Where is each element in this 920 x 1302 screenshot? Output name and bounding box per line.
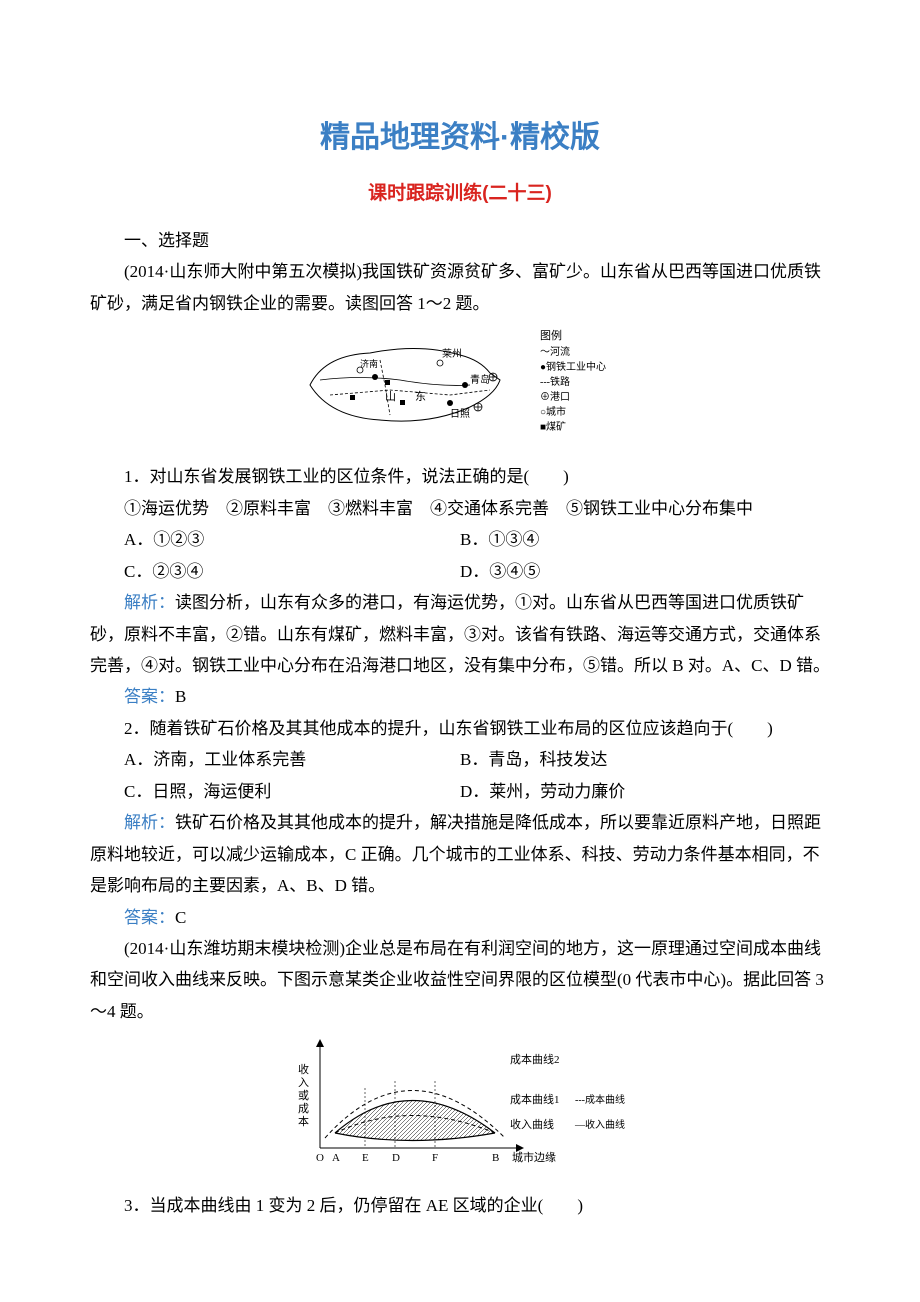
map-label-dong: 东 <box>415 390 426 403</box>
q3-stem: 3．当成本曲线由 1 变为 2 后，仍停留在 AE 区域的企业( ) <box>90 1190 830 1221</box>
map-label-laizhou: 莱州 <box>442 348 462 360</box>
xtick-A: A <box>332 1152 340 1164</box>
x-axis-label: 城市边缘 <box>512 1150 556 1164</box>
q1-analysis: 解析：读图分析，山东有众多的港口，有海运优势，①对。山东省从巴西等国进口优质铁矿… <box>90 587 830 681</box>
analysis-text: 铁矿石价格及其其他成本的提升，解决措施是降低成本，所以要靠近原料产地，日照距原料… <box>90 813 821 895</box>
q1-opt-b: B．①③④ <box>460 524 830 555</box>
q1-stem: 1．对山东省发展钢铁工业的区位条件，说法正确的是( ) <box>90 461 830 492</box>
q2-opt-d: D．莱州，劳动力廉价 <box>460 776 830 807</box>
q1-opts-row2: C．②③④ D．③④⑤ <box>90 556 830 587</box>
y-label-1: 收 <box>298 1062 309 1076</box>
q2-opt-a: A．济南，工业体系完善 <box>90 744 460 775</box>
page: 精品地理资料·精校版 课时跟踪训练(二十三) 一、选择题 (2014·山东师大附… <box>0 0 920 1281</box>
legend-rail: ---铁路 <box>540 375 570 388</box>
section-heading: 一、选择题 <box>90 225 830 256</box>
q2-stem: 2．随着铁矿石价格及其其他成本的提升，山东省钢铁工业布局的区位应该趋向于( ) <box>90 713 830 744</box>
legend-steel: ●钢铁工业中心 <box>540 360 606 373</box>
q2-opt-c: C．日照，海运便利 <box>90 776 460 807</box>
answer-text: B <box>175 687 186 706</box>
y-label-2: 入 <box>298 1077 309 1089</box>
map-label-jinan: 济南 <box>360 358 378 369</box>
curve-label-cost2: 成本曲线2 <box>510 1052 560 1066</box>
q2-opts-row2: C．日照，海运便利 D．莱州，劳动力廉价 <box>90 776 830 807</box>
xtick-E: E <box>362 1152 369 1164</box>
answer-label: 答案： <box>124 687 175 706</box>
answer-text: C <box>175 908 186 927</box>
q2-analysis: 解析：铁矿石价格及其其他成本的提升，解决措施是降低成本，所以要靠近原料产地，日照… <box>90 807 830 901</box>
y-label-3: 或 <box>298 1089 309 1102</box>
legend-port: ⊕港口 <box>540 391 570 403</box>
sub-title: 课时跟踪训练(二十三) <box>90 176 830 211</box>
xtick-O: O <box>316 1152 324 1164</box>
q1-answer: 答案：B <box>90 681 830 712</box>
analysis-label: 解析： <box>124 593 175 612</box>
map-label-qingdao: 青岛 <box>470 373 490 386</box>
legend-rev: —收入曲线 <box>574 1118 625 1131</box>
legend-city: ○城市 <box>540 405 566 418</box>
y-label-4: 成 <box>298 1102 309 1115</box>
analysis-text: 读图分析，山东有众多的港口，有海运优势，①对。山东省从巴西等国进口优质铁矿砂，原… <box>90 593 830 675</box>
legend-title: 图例 <box>540 328 562 342</box>
main-title: 精品地理资料·精校版 <box>90 110 830 166</box>
map-label-shan: 山 <box>385 390 396 403</box>
analysis-label: 解析： <box>124 813 175 832</box>
xtick-F: F <box>432 1152 438 1164</box>
figure-chart: 收 入 或 成 本 <box>90 1033 830 1183</box>
q1-conditions: ①海运优势 ②原料丰富 ③燃料丰富 ④交通体系完善 ⑤钢铁工业中心分布集中 <box>90 493 830 524</box>
intro-1: (2014·山东师大附中第五次模拟)我国铁矿资源贫矿多、富矿少。山东省从巴西等国… <box>90 256 830 319</box>
answer-label: 答案： <box>124 908 175 927</box>
curve-label-rev: 收入曲线 <box>510 1117 554 1131</box>
map-label-rizhao: 日照 <box>450 408 470 420</box>
legend-coal: ■煤矿 <box>540 420 566 433</box>
q2-opt-b: B．青岛，科技发达 <box>460 744 830 775</box>
q1-opt-c: C．②③④ <box>90 556 460 587</box>
legend-cost: ---成本曲线 <box>575 1093 625 1106</box>
q1-opts-row1: A．①②③ B．①③④ <box>90 524 830 555</box>
xtick-B: B <box>492 1152 499 1164</box>
legend-river: ～河流 <box>540 345 570 358</box>
q1-opt-d: D．③④⑤ <box>460 556 830 587</box>
figure-map: 莱州 青岛 日照 山 东 济南 图例 ～河流 ●钢铁工业中心 ---铁路 ⊕港口… <box>90 325 830 455</box>
xtick-D: D <box>392 1152 400 1164</box>
q2-opts-row1: A．济南，工业体系完善 B．青岛，科技发达 <box>90 744 830 775</box>
intro-2: (2014·山东潍坊期末模块检测)企业总是布局在有利润空间的地方，这一原理通过空… <box>90 933 830 1027</box>
y-label-5: 本 <box>298 1114 309 1128</box>
q2-answer: 答案：C <box>90 902 830 933</box>
q1-opt-a: A．①②③ <box>90 524 460 555</box>
curve-label-cost1: 成本曲线1 <box>510 1092 560 1106</box>
